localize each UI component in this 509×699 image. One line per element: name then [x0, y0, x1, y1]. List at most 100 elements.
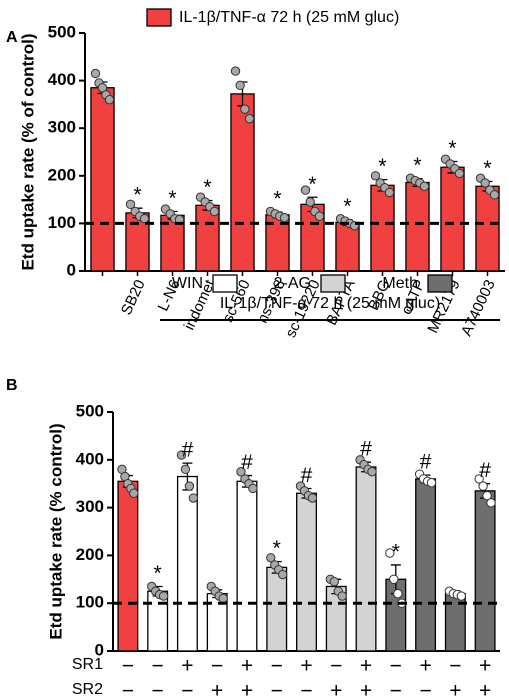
- significance-marker: *: [168, 187, 176, 210]
- row-sign: +: [479, 680, 491, 699]
- data-point: [236, 467, 246, 477]
- header-label: IL-1β/TNF-α 72 h (25 mM gluc): [220, 295, 440, 312]
- data-point: [300, 185, 311, 195]
- row-sign: −: [449, 655, 461, 678]
- bar: [266, 566, 288, 652]
- bar: [90, 87, 115, 272]
- row-sign: +: [330, 680, 342, 699]
- significance-marker: *: [483, 157, 491, 180]
- data-point: [384, 187, 395, 198]
- significance-marker: *: [392, 541, 400, 564]
- legend-label: IL-1β/TNF-α 72 h (25 mM gluc): [179, 9, 399, 26]
- significance-marker: *: [133, 184, 141, 207]
- row-label: SR2: [72, 681, 103, 698]
- significance-marker: *: [273, 537, 281, 560]
- x-tick-label: SB20: [118, 277, 149, 317]
- significance-marker: #: [182, 439, 194, 462]
- y-tick-label: 300: [48, 118, 76, 137]
- row-sign: −: [300, 680, 312, 699]
- data-point: [367, 467, 377, 477]
- row-sign: −: [152, 655, 164, 678]
- y-tick-label: 500: [76, 401, 104, 420]
- row-sign: −: [211, 655, 223, 678]
- bar: [405, 181, 430, 272]
- significance-marker: #: [420, 451, 432, 474]
- significance-marker: #: [241, 451, 253, 474]
- bar: [415, 478, 437, 652]
- significance-marker: *: [413, 154, 421, 177]
- row-sign: −: [181, 680, 193, 699]
- data-point: [314, 211, 325, 221]
- row-sign: −: [330, 655, 342, 678]
- y-tick-label: 300: [76, 497, 104, 516]
- data-point: [180, 464, 191, 475]
- significance-marker: *: [308, 173, 316, 196]
- data-point: [104, 94, 115, 105]
- row-sign: −: [271, 680, 283, 699]
- row-label: SR1: [72, 656, 103, 673]
- row-sign: +: [181, 655, 193, 678]
- data-point: [482, 490, 492, 501]
- bar: [370, 184, 395, 272]
- y-tick-label: 500: [48, 22, 76, 41]
- row-sign: −: [122, 655, 134, 678]
- y-tick-label: 200: [48, 165, 76, 184]
- bar: [236, 480, 258, 652]
- data-point: [90, 68, 101, 79]
- y-tick-label: 0: [95, 640, 104, 659]
- panel-label: A: [6, 29, 18, 46]
- row-sign: +: [241, 680, 253, 699]
- data-point: [279, 212, 290, 223]
- legend-label: 2-AG: [274, 275, 311, 292]
- data-point: [218, 593, 228, 604]
- row-sign: −: [390, 680, 402, 699]
- legend-swatch: [427, 274, 453, 293]
- significance-marker: *: [273, 188, 281, 211]
- data-point: [337, 591, 347, 601]
- y-axis-label: Etd uptake rate (% of control): [18, 33, 37, 270]
- legend-label: Meth: [382, 275, 418, 292]
- y-tick-label: 400: [48, 70, 76, 89]
- data-point: [266, 553, 276, 563]
- data-point: [277, 569, 288, 580]
- data-point: [129, 488, 139, 498]
- data-point: [489, 190, 500, 200]
- significance-marker: *: [154, 562, 162, 585]
- data-point: [158, 591, 169, 601]
- row-sign: +: [419, 655, 431, 678]
- significance-marker: *: [203, 176, 211, 199]
- row-sign: +: [300, 655, 312, 678]
- legend-swatch: [146, 8, 172, 27]
- y-tick-label: 400: [76, 449, 104, 468]
- y-axis-label: Etd uptake rate (% control): [46, 423, 65, 639]
- bar: [117, 480, 139, 652]
- data-point: [230, 66, 241, 76]
- bar: [440, 166, 465, 272]
- data-point: [426, 478, 437, 488]
- data-point: [248, 483, 258, 494]
- legend-swatch: [212, 274, 238, 293]
- data-point: [389, 574, 399, 584]
- data-point: [139, 213, 150, 224]
- y-tick-label: 200: [76, 545, 104, 564]
- bar: [474, 490, 496, 652]
- data-point: [474, 474, 484, 484]
- data-point: [244, 113, 255, 124]
- row-sign: −: [122, 680, 134, 699]
- data-point: [393, 588, 403, 599]
- legend-label: WIN: [172, 275, 203, 292]
- y-tick-label: 0: [67, 260, 76, 279]
- significance-marker: *: [378, 155, 386, 178]
- data-point: [480, 178, 490, 188]
- significance-marker: #: [479, 459, 491, 482]
- data-point: [235, 80, 245, 91]
- row-sign: −: [390, 655, 402, 678]
- bar: [176, 475, 198, 652]
- significance-marker: #: [360, 438, 372, 461]
- significance-marker: *: [448, 137, 456, 160]
- significance-marker: #: [301, 464, 313, 487]
- data-point: [456, 591, 466, 601]
- data-point: [305, 197, 315, 207]
- legend-swatch: [320, 274, 346, 293]
